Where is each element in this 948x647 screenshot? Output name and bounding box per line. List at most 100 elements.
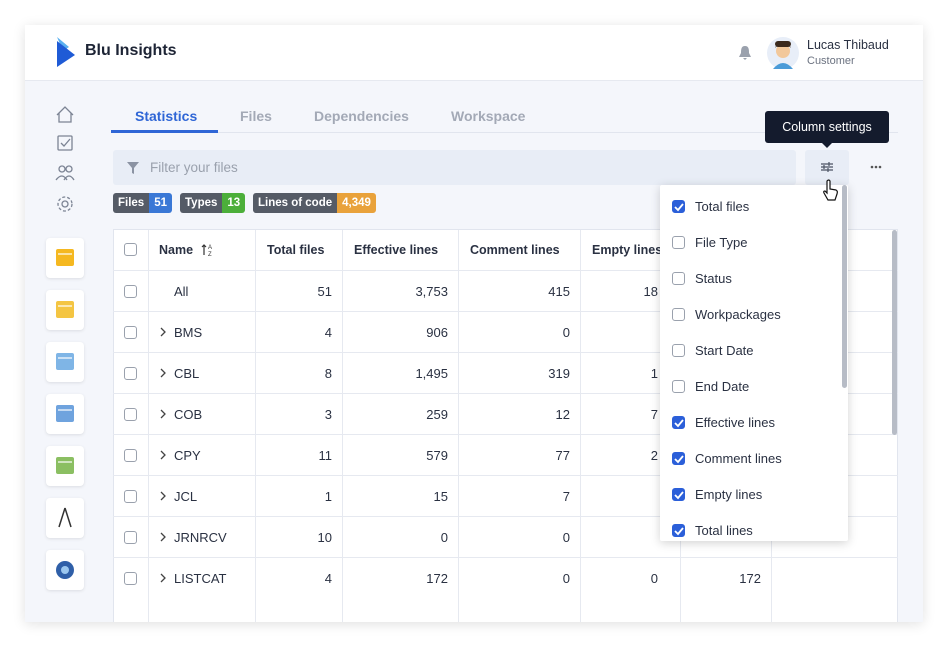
check bbox=[674, 455, 684, 464]
checkbox[interactable] bbox=[672, 380, 685, 393]
checkbox[interactable] bbox=[672, 200, 685, 213]
checkbox[interactable] bbox=[124, 449, 137, 462]
chevron bbox=[160, 327, 166, 337]
row-name[interactable]: BMS bbox=[174, 325, 203, 340]
checkbox[interactable] bbox=[672, 452, 685, 465]
tab[interactable]: Files bbox=[240, 108, 272, 124]
checkbox[interactable] bbox=[124, 326, 137, 339]
cell: 10 bbox=[317, 530, 332, 545]
row-name[interactable]: CPY bbox=[174, 448, 201, 463]
more-button[interactable] bbox=[869, 164, 885, 170]
cell: 0 bbox=[562, 530, 570, 545]
app-name: Blu Insights bbox=[85, 42, 177, 59]
row-name[interactable]: LISTCAT bbox=[174, 571, 227, 586]
cell: 1,495 bbox=[415, 366, 448, 381]
cell: 11 bbox=[318, 448, 333, 463]
checkbox[interactable] bbox=[672, 524, 685, 537]
cell: 7 bbox=[650, 407, 658, 422]
app-tile[interactable] bbox=[46, 550, 84, 590]
checkbox[interactable] bbox=[672, 272, 685, 285]
checkbox[interactable] bbox=[672, 416, 685, 429]
expand-chevron[interactable] bbox=[159, 366, 167, 384]
setting-label[interactable]: Start Date bbox=[695, 343, 754, 358]
tab[interactable]: Workspace bbox=[451, 108, 526, 124]
cell: 1 bbox=[650, 366, 658, 381]
avatar[interactable] bbox=[767, 37, 799, 69]
svg-text:A: A bbox=[208, 245, 212, 251]
app-tile[interactable] bbox=[46, 238, 84, 278]
tile-icon bbox=[56, 301, 74, 318]
tile-icon bbox=[56, 561, 74, 579]
row-divider bbox=[113, 434, 898, 435]
checkbox[interactable] bbox=[124, 531, 137, 544]
app-tile[interactable] bbox=[46, 498, 84, 538]
checkbox[interactable] bbox=[124, 367, 137, 380]
nav-icons[interactable] bbox=[53, 103, 77, 213]
expand-chevron[interactable] bbox=[159, 530, 167, 548]
column-header[interactable]: Effective lines bbox=[354, 243, 439, 257]
checkbox[interactable] bbox=[124, 408, 137, 421]
column-settings-button[interactable] bbox=[805, 150, 849, 185]
logo bbox=[57, 37, 75, 67]
expand-chevron[interactable] bbox=[159, 325, 167, 343]
table-scrollbar[interactable] bbox=[892, 230, 897, 435]
checkbox[interactable] bbox=[124, 285, 137, 298]
tab[interactable]: Dependencies bbox=[314, 108, 409, 124]
setting-label[interactable]: Effective lines bbox=[695, 415, 775, 430]
checkbox[interactable] bbox=[672, 236, 685, 249]
setting-label[interactable]: Status bbox=[695, 271, 732, 286]
column-header[interactable]: Comment lines bbox=[470, 243, 560, 257]
cell: 259 bbox=[426, 407, 448, 422]
app-tile[interactable] bbox=[46, 446, 84, 486]
checkbox[interactable] bbox=[124, 572, 137, 585]
tab[interactable]: Statistics bbox=[135, 108, 198, 124]
setting-label[interactable]: Empty lines bbox=[695, 487, 763, 502]
filter-input[interactable]: Filter your files bbox=[113, 150, 796, 185]
cell: 3,753 bbox=[415, 284, 448, 299]
tab-rule bbox=[113, 132, 898, 133]
expand-chevron[interactable] bbox=[159, 407, 167, 425]
tile-icon bbox=[56, 405, 74, 422]
dropdown-scrollbar[interactable] bbox=[842, 185, 847, 388]
setting-label[interactable]: Total files bbox=[695, 199, 750, 214]
row-name[interactable]: COB bbox=[174, 407, 203, 422]
filter-icon bbox=[127, 162, 139, 174]
column-divider bbox=[580, 230, 581, 622]
cell: 0 bbox=[562, 571, 570, 586]
cell: 77 bbox=[555, 448, 570, 463]
row-name[interactable]: JRNRCV bbox=[174, 530, 227, 545]
app-tile[interactable] bbox=[46, 290, 84, 330]
setting-label[interactable]: End Date bbox=[695, 379, 750, 394]
column-divider bbox=[255, 230, 256, 622]
checkbox[interactable] bbox=[124, 490, 137, 503]
column-header[interactable]: Name bbox=[159, 243, 194, 257]
app-tile[interactable] bbox=[46, 394, 84, 434]
tooltip-text: Column settings bbox=[782, 120, 872, 134]
setting-label[interactable]: Comment lines bbox=[695, 451, 782, 466]
app-tile[interactable] bbox=[46, 342, 84, 382]
checkbox[interactable] bbox=[672, 308, 685, 321]
cell: 415 bbox=[548, 284, 570, 299]
sliders-icon bbox=[821, 162, 833, 172]
row-name[interactable]: JCL bbox=[174, 489, 198, 504]
expand-chevron[interactable] bbox=[159, 448, 167, 466]
checkbox[interactable] bbox=[672, 344, 685, 357]
notifications[interactable] bbox=[738, 45, 752, 61]
cell: 51 bbox=[317, 284, 332, 299]
tile-icon bbox=[56, 353, 74, 370]
setting-label[interactable]: Total lines bbox=[695, 523, 753, 538]
expand-chevron[interactable] bbox=[159, 489, 167, 507]
row-name[interactable]: All bbox=[174, 284, 189, 299]
check bbox=[674, 491, 684, 500]
setting-label[interactable]: File Type bbox=[695, 235, 748, 250]
chevron bbox=[160, 532, 166, 542]
expand-chevron[interactable] bbox=[159, 571, 167, 589]
checkbox[interactable] bbox=[672, 488, 685, 501]
column-header[interactable]: Total files bbox=[267, 243, 325, 257]
row-name[interactable]: CBL bbox=[174, 366, 200, 381]
setting-label[interactable]: Workpackages bbox=[695, 307, 781, 322]
column-header[interactable]: Empty lines bbox=[592, 243, 663, 257]
checkbox[interactable] bbox=[124, 243, 137, 256]
